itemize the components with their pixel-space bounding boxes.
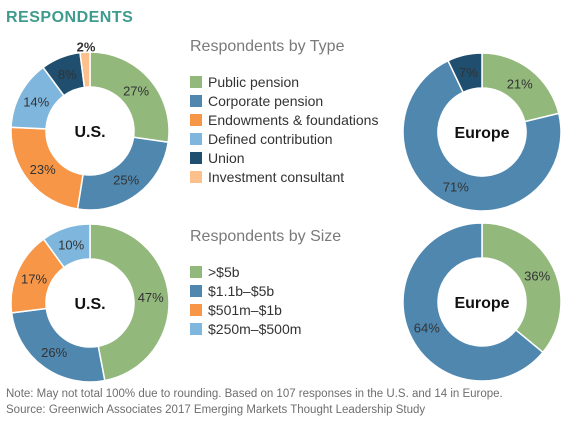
donut-europe-size: 36% 64% Europe xyxy=(402,222,561,382)
slice-value-label: 71% xyxy=(443,180,469,195)
type-legend-item: Public pension xyxy=(190,74,299,90)
donut-center-label: U.S. xyxy=(74,296,105,313)
size-section-title: Respondents by Size xyxy=(190,228,341,245)
type-legend: Public pension Corporate pension Endowme… xyxy=(190,74,378,185)
legend-label: $501m–$1b xyxy=(208,302,282,318)
type-legend-item: Corporate pension xyxy=(190,93,323,109)
size-legend-item: $250m–$500m xyxy=(190,321,301,337)
size-legend: >$5b $1.1b–$5b $501m–$1b $250m–$500m xyxy=(190,264,301,337)
legend-label: $250m–$500m xyxy=(208,321,301,337)
type-legend-item: Defined contribution xyxy=(190,131,333,147)
donut-slice xyxy=(89,51,170,144)
type-legend-item: Union xyxy=(190,150,245,166)
legend-label: Union xyxy=(208,150,245,166)
size-legend-item: $1.1b–$5b xyxy=(190,283,274,299)
donut-center-label: U.S. xyxy=(74,124,105,141)
slice-value-label: 21% xyxy=(507,77,533,92)
type-section-title: Respondents by Type xyxy=(190,38,345,55)
legend-label: $1.1b–$5b xyxy=(208,283,274,299)
donut-slice xyxy=(481,222,561,354)
slice-value-label: 14% xyxy=(23,95,49,110)
donut-slice xyxy=(447,52,483,94)
legend-swatch xyxy=(190,285,202,297)
legend-label: Investment consultant xyxy=(208,169,344,185)
slice-value-label: 7% xyxy=(459,65,478,80)
slice-value-label: 64% xyxy=(414,320,440,335)
slice-value-label: 47% xyxy=(138,290,164,305)
donut-slice xyxy=(79,51,91,89)
legend-label: >$5b xyxy=(208,264,240,280)
legend-label: Corporate pension xyxy=(208,93,323,109)
footnote-source: Source: Greenwich Associates 2017 Emergi… xyxy=(6,404,425,416)
slice-value-label: 27% xyxy=(123,84,149,99)
legend-swatch xyxy=(190,114,202,126)
legend-swatch xyxy=(190,304,202,316)
donut-center-label: Europe xyxy=(454,295,509,312)
donut-slice xyxy=(42,223,91,269)
donut-slice xyxy=(402,222,544,382)
donut-europe-type: 21% 71% 7% Europe xyxy=(402,52,561,212)
legend-label: Defined contribution xyxy=(208,131,333,147)
legend-swatch xyxy=(190,152,202,164)
type-legend-item: Investment consultant xyxy=(190,169,344,185)
footnote-note: Note: May not total 100% due to rounding… xyxy=(6,388,503,400)
donut-center-label: Europe xyxy=(454,125,509,142)
slice-value-label: 10% xyxy=(58,237,84,252)
legend-swatch xyxy=(190,266,202,278)
legend-label: Public pension xyxy=(208,74,299,90)
legend-swatch xyxy=(190,171,202,183)
legend-swatch xyxy=(190,133,202,145)
donut-slice xyxy=(402,59,561,212)
size-legend-item: $501m–$1b xyxy=(190,302,282,318)
donut-slice xyxy=(89,223,170,382)
donut-us-type: 27% 25% 23% 14% 8%2% U.S. xyxy=(10,40,170,211)
donut-us-size: 47% 26% 17% 10% U.S. xyxy=(10,223,170,383)
slice-value-label: 17% xyxy=(21,271,47,286)
legend-swatch xyxy=(190,76,202,88)
slice-value-label: 8% xyxy=(58,67,77,82)
slice-value-label: 2% xyxy=(77,40,96,55)
slice-value-label: 26% xyxy=(41,345,67,360)
slice-value-label: 36% xyxy=(524,269,550,284)
legend-swatch xyxy=(190,95,202,107)
type-legend-item: Endowments & foundations xyxy=(190,112,378,128)
page-title: RESPONDENTS xyxy=(6,9,133,26)
slice-value-label: 23% xyxy=(30,162,56,177)
legend-swatch xyxy=(190,323,202,335)
slice-value-label: 25% xyxy=(113,173,139,188)
size-legend-item: >$5b xyxy=(190,264,240,280)
legend-label: Endowments & foundations xyxy=(208,112,378,128)
